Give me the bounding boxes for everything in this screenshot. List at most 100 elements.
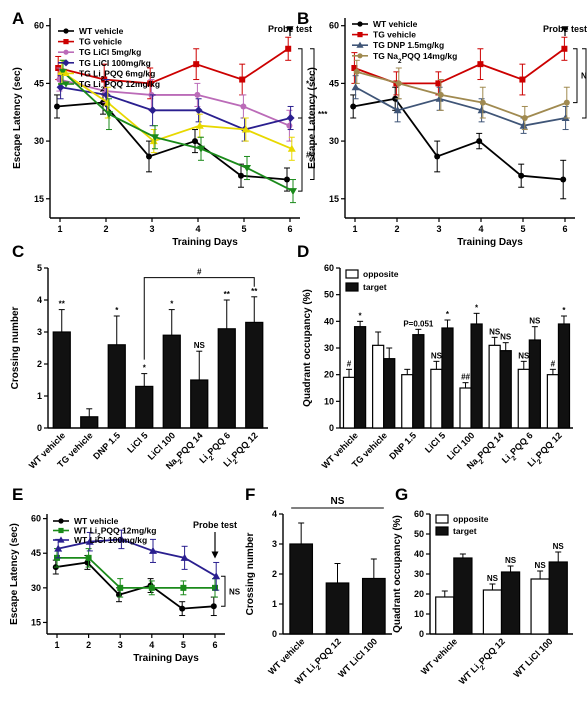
bar-opposite: [530, 578, 550, 635]
bar: [217, 328, 236, 429]
data-point: [353, 68, 360, 75]
legend-label: WT Li2PQQ 12mg/kg: [74, 526, 156, 540]
legend-label: TG vehicle: [79, 37, 122, 47]
x-tick-label: 6: [562, 224, 567, 234]
series-line: [57, 556, 215, 589]
series-3: [353, 59, 570, 131]
bar-opposite: [435, 596, 455, 635]
legend-marker: [357, 32, 363, 38]
comparison-label: NS: [331, 496, 345, 507]
x-category-label-part: Na: [164, 455, 180, 471]
bar-significance-label: NS: [535, 561, 547, 570]
bar-target: [353, 326, 367, 429]
bar-target: [557, 323, 571, 429]
bar-opposite: [517, 368, 530, 429]
data-point: [435, 94, 444, 102]
data-point: [149, 546, 157, 554]
probe-test-arrowhead: [286, 26, 294, 34]
x-category-label: WT LiCl 100: [511, 636, 554, 679]
bar-significance-label: *: [562, 306, 566, 315]
data-point: [286, 122, 293, 129]
significance-label: NS: [581, 72, 587, 81]
series-3: [56, 75, 295, 142]
bar-significance-label: NS: [489, 327, 501, 336]
y-tick-label: 0: [329, 423, 334, 433]
data-point: [146, 153, 152, 160]
series-line: [62, 71, 294, 192]
bar-significance-label: P=0.051: [403, 319, 434, 328]
data-point: [285, 45, 292, 52]
bar-significance-label: *: [143, 364, 147, 373]
legend-label-part: PQQ 12mg/kg: [101, 526, 157, 536]
y-tick-label: 40: [414, 549, 424, 559]
bar-opposite: [459, 387, 472, 429]
data-point: [239, 76, 246, 83]
bar-target: [548, 561, 568, 635]
probe-test-arrowhead: [561, 26, 569, 34]
x-category-label: WT LiCl 100: [336, 636, 379, 679]
y-axis-title: Quadrant occupancy (%): [392, 515, 403, 633]
series-0: [54, 90, 290, 192]
y-tick-label: 30: [414, 569, 424, 579]
series-line: [56, 101, 288, 181]
bar: [162, 334, 181, 429]
x-tick-label: 2: [103, 224, 108, 234]
x-category-label-sub: 2: [208, 454, 216, 462]
series-line: [59, 78, 290, 127]
y-tick-label: 40: [324, 316, 334, 326]
series-line: [57, 48, 289, 85]
panel-label-a: A: [12, 9, 24, 28]
significance-label: *: [306, 79, 310, 88]
data-point: [521, 115, 528, 121]
data-point: [192, 138, 198, 145]
x-tick-label: 1: [352, 224, 357, 234]
data-point: [212, 572, 221, 580]
x-category-label-sub: 2: [315, 664, 323, 672]
x-category-label: DNP 1.5: [91, 430, 122, 461]
y-tick-label: 60: [414, 509, 424, 519]
x-tick-label: 2: [394, 224, 399, 234]
y-tick-label: 45: [31, 548, 41, 558]
y-tick-label: 60: [324, 263, 334, 273]
legend-marker: [62, 81, 70, 88]
y-tick-label: 60: [31, 514, 41, 524]
x-tick-label: 4: [478, 224, 483, 234]
legend-swatch: [345, 282, 359, 292]
significance-label: NS: [229, 587, 241, 596]
panel-g-quadrant-occupancy-chart: 0 10 20 30 40 50 60 Quadrant occupancy (%) WT ve…: [392, 485, 573, 689]
data-point: [393, 106, 402, 114]
bar: [245, 321, 264, 429]
series-0: [52, 555, 217, 617]
y-tick-label: 30: [324, 343, 334, 353]
bar: [325, 582, 350, 635]
data-point: [148, 106, 157, 115]
legend-swatch: [435, 526, 449, 536]
legend-swatch: [435, 514, 449, 524]
data-point: [284, 176, 290, 183]
x-axis-title: Training Days: [133, 653, 199, 664]
legend-marker: [357, 53, 363, 59]
y-tick-label: 1: [272, 599, 277, 609]
data-point: [147, 80, 154, 87]
x-category-label-sub: 2: [477, 458, 485, 466]
legend-label: TG Li2PQQ 6mg/kg: [79, 68, 155, 82]
legend-label: TG Na2PQQ 14mg/kg: [373, 51, 457, 65]
data-point: [151, 134, 159, 142]
x-category-label-part: PQQ 6: [508, 430, 535, 457]
x-category-label-part: PQQ 6: [206, 430, 233, 457]
legend-label: WT vehicle: [74, 516, 119, 526]
bar-significance-label: *: [170, 300, 174, 309]
legend-label: opposite: [363, 269, 399, 279]
data-point: [194, 106, 203, 115]
legend-label: TG Li2PQQ 12mg/kg: [79, 79, 160, 93]
bar-opposite: [342, 376, 356, 429]
x-category-label-part: PQQ 12: [313, 636, 343, 666]
legend-marker: [63, 39, 69, 45]
data-point: [477, 61, 484, 68]
x-category-label: WT Li2PQQ 12: [457, 636, 510, 689]
bar-opposite: [401, 374, 414, 429]
bar-significance-label: *: [359, 311, 363, 320]
data-point: [148, 584, 155, 591]
bar-significance-label: NS: [500, 333, 512, 342]
